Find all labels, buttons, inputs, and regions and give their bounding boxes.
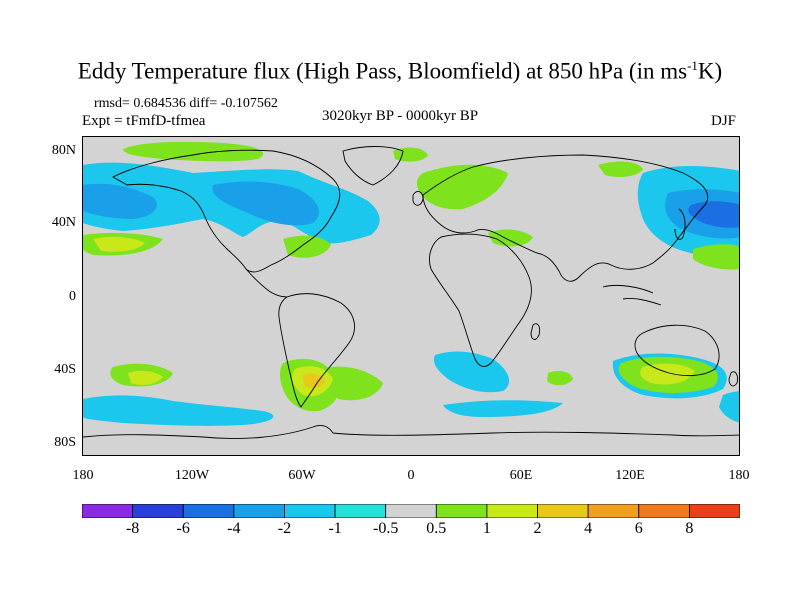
coast-antarctica [83,424,739,439]
anomaly-southern-ocean-indian [443,400,563,417]
lat-tick-80s: 80S [54,435,76,450]
lat-tick-40s: 40S [54,362,76,377]
coastlines [83,146,739,439]
colorbar-label: 1 [482,520,491,537]
colorbar-label: -1 [328,520,342,537]
coast-japan [674,208,686,240]
coast-indonesia [602,284,662,306]
map-title: Eddy Temperature flux (High Pass, Bloomf… [0,58,800,85]
period-label: 3020kyr BP - 0000kyr BP [322,108,479,124]
lon-tick-60e: 60E [509,468,533,483]
anomaly-core-south-of-australia [640,363,695,385]
lon-tick-120e: 120E [615,468,645,483]
colorbar-swatch [82,504,134,518]
colorbar-label: 8 [685,520,694,537]
lat-tick-40n: 40N [51,215,76,230]
lon-tick-180w: 180 [72,468,94,483]
anomaly-arctic-siberia [393,147,428,162]
anomaly-subtropical-west-atlantic [283,235,331,258]
lon-tick-120w: 120W [174,468,210,483]
anomaly-peak-south-america [303,373,325,388]
colorbar-label: 0.5 [426,520,447,537]
colorbar-label: -4 [227,520,241,537]
coast-south-america [278,293,356,408]
anomaly-core-north-america [212,181,319,226]
colorbar-swatch [385,504,437,518]
anomaly-south-atlantic [433,351,510,393]
colorbar-swatch [435,504,488,518]
coast-central-america [245,268,288,298]
anomaly-peak-northwest-pacific [688,201,739,228]
lat-tick-80n: 80N [51,143,76,158]
anomaly-south-atlantic-east [321,366,383,401]
season-label: DJF [711,113,737,129]
anomaly-arctic-east [598,161,643,177]
stats-label: rmsd= 0.684536 diff= -0.107562 [94,96,278,111]
very-strong-positive-anomaly-layer [303,373,325,388]
map-plot [83,137,739,455]
anomaly-arctic-canada [123,141,264,162]
map-title-text: Eddy Temperature flux (High Pass, Bloomf… [77,58,688,84]
anomaly-southern-ocean-pacific [83,395,274,426]
colorbar-label: 2 [533,520,542,537]
map-panel [82,136,740,456]
colorbar-swatch [486,504,538,518]
colorbar-label: 6 [634,520,643,537]
anomaly-north-atlantic-europe [416,164,508,210]
coast-madagascar [530,323,541,340]
colorbar-swatch [284,504,336,518]
lat-tick-equator: 0 [69,289,76,304]
map-title-units-exponent: -1 [687,58,698,73]
colorbar-swatch [132,504,184,518]
anomaly-core-south-pacific-west [128,370,163,385]
anomaly-southeast-pacific [719,391,739,423]
coast-british-isles [412,191,424,206]
colorbar-swatch [537,504,589,518]
anomaly-south-indian [547,371,573,386]
coast-africa [429,233,532,367]
lon-tick-0: 0 [407,468,415,483]
colorbar-swatch [182,504,235,518]
colorbar-swatch [587,504,640,518]
coast-new-zealand [728,371,738,387]
colorbar-label: -8 [125,520,140,537]
colorbar-label: -6 [176,520,190,537]
colorbar-swatch [688,504,740,518]
colorbar [82,504,740,518]
coast-greenland [342,146,404,186]
anomaly-mediterranean [488,229,533,247]
coast-north-america [112,149,341,273]
colorbar-swatch [334,504,387,518]
lon-tick-60w: 60W [288,468,316,483]
experiment-label: Expt = tFmfD-tfmea [82,113,206,129]
colorbar-label: 4 [584,520,593,537]
anomaly-subtropical-northwest-pacific [693,244,739,270]
coast-europe-asia [422,154,709,282]
lon-tick-180e: 180 [728,468,750,483]
colorbar-label: -0.5 [373,520,399,537]
coast-australia [634,324,720,377]
colorbar-label: -2 [277,520,292,537]
anomaly-core-north-pacific [83,183,157,219]
very-strong-negative-anomaly-layer [688,201,739,228]
colorbar-swatch [638,504,690,518]
anomaly-core-subtropical-pacific [93,236,145,252]
map-title-units-tail: K) [697,58,723,84]
colorbar-swatch [233,504,285,518]
